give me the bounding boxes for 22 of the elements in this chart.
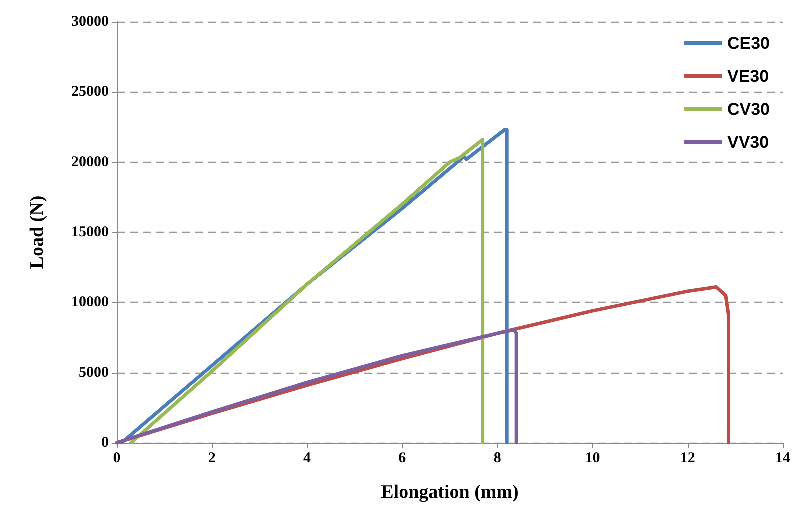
- legend-label: VV30: [727, 133, 770, 152]
- y-tick-label: 15000: [72, 224, 109, 240]
- y-tick-label: 25000: [72, 84, 109, 100]
- x-axis-title: Elongation (mm): [381, 482, 519, 503]
- legend-label: CV30: [727, 100, 770, 119]
- y-tick-label: 30000: [72, 14, 109, 30]
- legend-label: CE30: [727, 34, 770, 53]
- x-tick-label: 2: [208, 450, 216, 466]
- y-axis-title: Load (N): [27, 196, 48, 270]
- x-tick-label: 4: [304, 450, 312, 466]
- line-series: [115, 328, 518, 445]
- x-tick-label: 14: [776, 450, 791, 466]
- legend-label: VE30: [727, 67, 770, 86]
- x-tick-label: 6: [398, 450, 407, 466]
- x-tick-label: 8: [494, 450, 502, 466]
- y-tick-label: 5000: [79, 364, 109, 381]
- x-tick-label: 12: [680, 450, 696, 466]
- y-tick-label: 0: [102, 435, 109, 451]
- x-tick-label: 10: [585, 450, 600, 466]
- y-tick-label: 10000: [72, 294, 109, 311]
- y-tick-label: 20000: [72, 154, 109, 170]
- x-tick-label: 0: [113, 450, 121, 466]
